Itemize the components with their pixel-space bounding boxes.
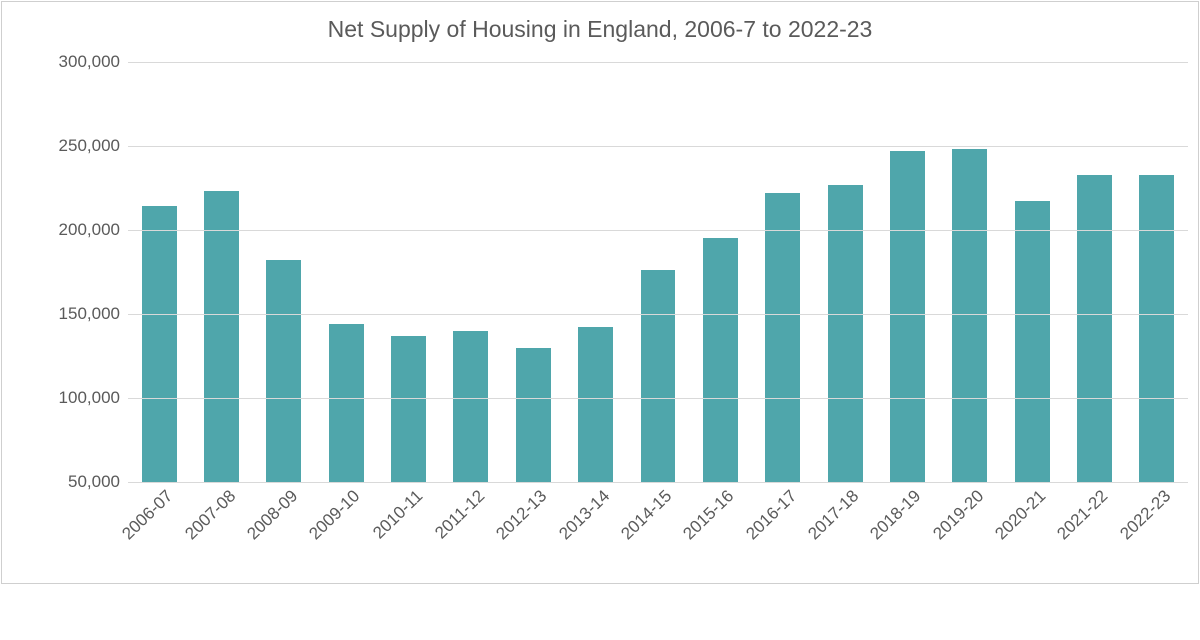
gridline [128,146,1188,147]
bar [453,331,488,482]
y-axis-tick-label: 200,000 [59,220,128,240]
bar [391,336,426,482]
y-axis-tick-label: 250,000 [59,136,128,156]
bar [142,206,177,482]
bar [890,151,925,482]
bar [266,260,301,482]
bar [765,193,800,482]
bar [1077,175,1112,482]
bar [952,149,987,482]
gridline [128,398,1188,399]
bar [1139,175,1174,482]
chart-container: Net Supply of Housing in England, 2006-7… [1,1,1199,584]
bar [204,191,239,482]
bar [329,324,364,482]
y-axis-tick-label: 100,000 [59,388,128,408]
gridline [128,62,1188,63]
chart-title: Net Supply of Housing in England, 2006-7… [2,16,1198,43]
bar [516,348,551,482]
bar [703,238,738,482]
bar [641,270,676,482]
y-axis-tick-label: 50,000 [68,472,128,492]
bars-layer [128,62,1188,482]
gridline [128,314,1188,315]
plot-area: 50,000100,000150,000200,000250,000300,00… [128,62,1188,482]
y-axis-tick-label: 150,000 [59,304,128,324]
gridline [128,230,1188,231]
y-axis-tick-label: 300,000 [59,52,128,72]
bar [578,327,613,482]
bar [1015,201,1050,482]
